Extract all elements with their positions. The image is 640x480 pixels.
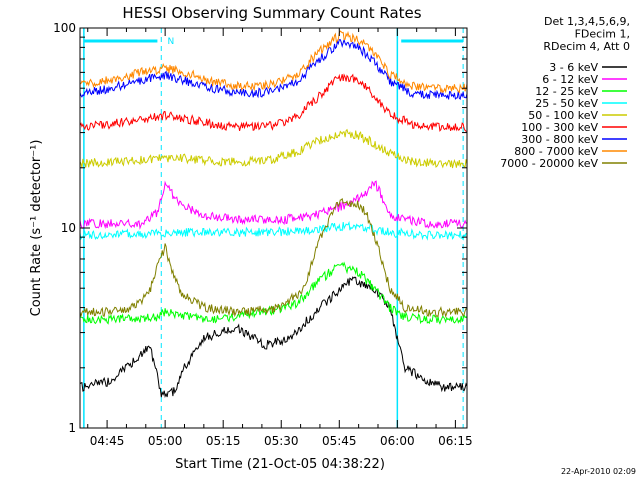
series-line <box>80 73 467 132</box>
series-line <box>80 180 467 230</box>
legend-label: 25 - 50 keV <box>535 97 598 110</box>
legend-label: 3 - 6 keV <box>549 61 598 74</box>
x-tick-label: 06:00 <box>380 434 415 448</box>
series-line <box>80 128 467 169</box>
info-line: FDecim 1, <box>575 28 630 41</box>
axes: 04:45 05:00 05:15 05:30 05:45 06:00 06:15 1 10 10… <box>53 21 473 448</box>
x-tick-label: 05:15 <box>206 434 241 448</box>
x-tick-label: 05:30 <box>264 434 299 448</box>
legend-label: 12 - 25 keV <box>535 85 598 98</box>
x-axis-label: Start Time (21-Oct-05 04:38:22) <box>175 457 385 472</box>
series-line <box>80 220 467 241</box>
series-layer <box>80 30 467 398</box>
series-line <box>80 276 467 398</box>
x-tick-label: 04:45 <box>90 434 125 448</box>
series-line <box>80 38 467 101</box>
footer-timestamp: 22-Apr-2010 02:09 <box>561 467 636 476</box>
info-line: Det 1,3,4,5,6,9, <box>544 15 630 28</box>
y-axis-label: Count Rate (s⁻¹ detector⁻¹) <box>29 140 44 317</box>
x-tick-label: 06:15 <box>438 434 473 448</box>
detector-info: Det 1,3,4,5,6,9,FDecim 1,RDecim 4, Att 0 <box>543 15 630 53</box>
y-tick-label: 100 <box>53 21 76 35</box>
x-tick-label: 05:00 <box>148 434 183 448</box>
info-line: RDecim 4, Att 0 <box>543 40 630 53</box>
series-line <box>80 197 467 318</box>
legend-label: 800 - 7000 keV <box>514 145 598 158</box>
series-line <box>80 30 467 94</box>
legend-label: 7000 - 20000 keV <box>500 157 598 170</box>
legend-label: 100 - 300 keV <box>521 121 598 134</box>
y-tick-label: 10 <box>61 221 76 235</box>
y-tick-label: 1 <box>68 421 76 435</box>
x-tick-label: 05:45 <box>322 434 357 448</box>
series-line <box>80 261 467 325</box>
legend-label: 6 - 12 keV <box>542 73 598 86</box>
legend-label: 300 - 800 keV <box>521 133 598 146</box>
flag-label: N <box>167 37 174 47</box>
chart-title: HESSI Observing Summary Count Rates <box>122 4 421 22</box>
legend-label: 50 - 100 keV <box>528 109 598 122</box>
